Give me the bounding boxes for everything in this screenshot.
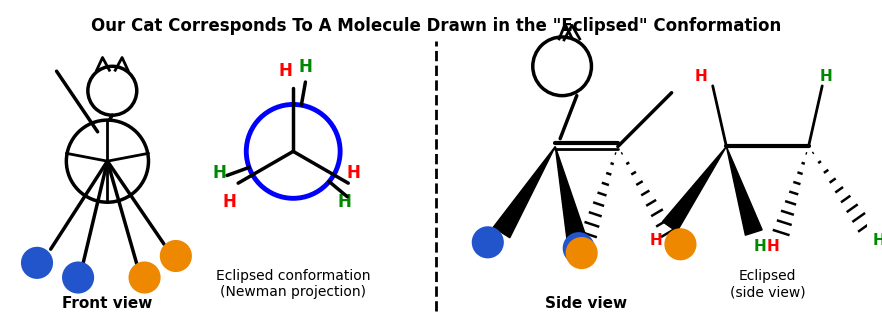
Circle shape: [130, 263, 160, 292]
Polygon shape: [493, 146, 556, 238]
Text: H: H: [223, 193, 236, 211]
Polygon shape: [727, 146, 762, 235]
Circle shape: [473, 228, 503, 257]
Text: Eclipsed conformation
(Newman projection): Eclipsed conformation (Newman projection…: [216, 269, 370, 299]
Text: H: H: [872, 233, 882, 248]
Text: H: H: [753, 239, 766, 254]
Polygon shape: [662, 146, 727, 232]
Circle shape: [567, 239, 596, 268]
Text: H: H: [650, 233, 662, 248]
Text: H: H: [347, 164, 361, 182]
Polygon shape: [556, 146, 587, 242]
Text: Our Cat Corresponds To A Molecule Drawn in the "Eclipsed" Conformation: Our Cat Corresponds To A Molecule Drawn …: [91, 17, 781, 35]
Text: H: H: [767, 239, 780, 254]
Text: Front view: Front view: [63, 296, 153, 311]
Text: H: H: [213, 164, 227, 182]
Text: H: H: [337, 193, 351, 211]
Text: H: H: [298, 58, 312, 76]
Text: H: H: [279, 62, 292, 80]
Text: H: H: [695, 69, 707, 84]
Circle shape: [564, 234, 594, 263]
Text: Eclipsed
(side view): Eclipsed (side view): [729, 269, 805, 299]
Circle shape: [666, 229, 695, 259]
Text: Side view: Side view: [545, 296, 628, 311]
Circle shape: [64, 263, 93, 292]
Text: H: H: [819, 69, 833, 84]
Circle shape: [161, 241, 191, 271]
Circle shape: [22, 248, 52, 278]
